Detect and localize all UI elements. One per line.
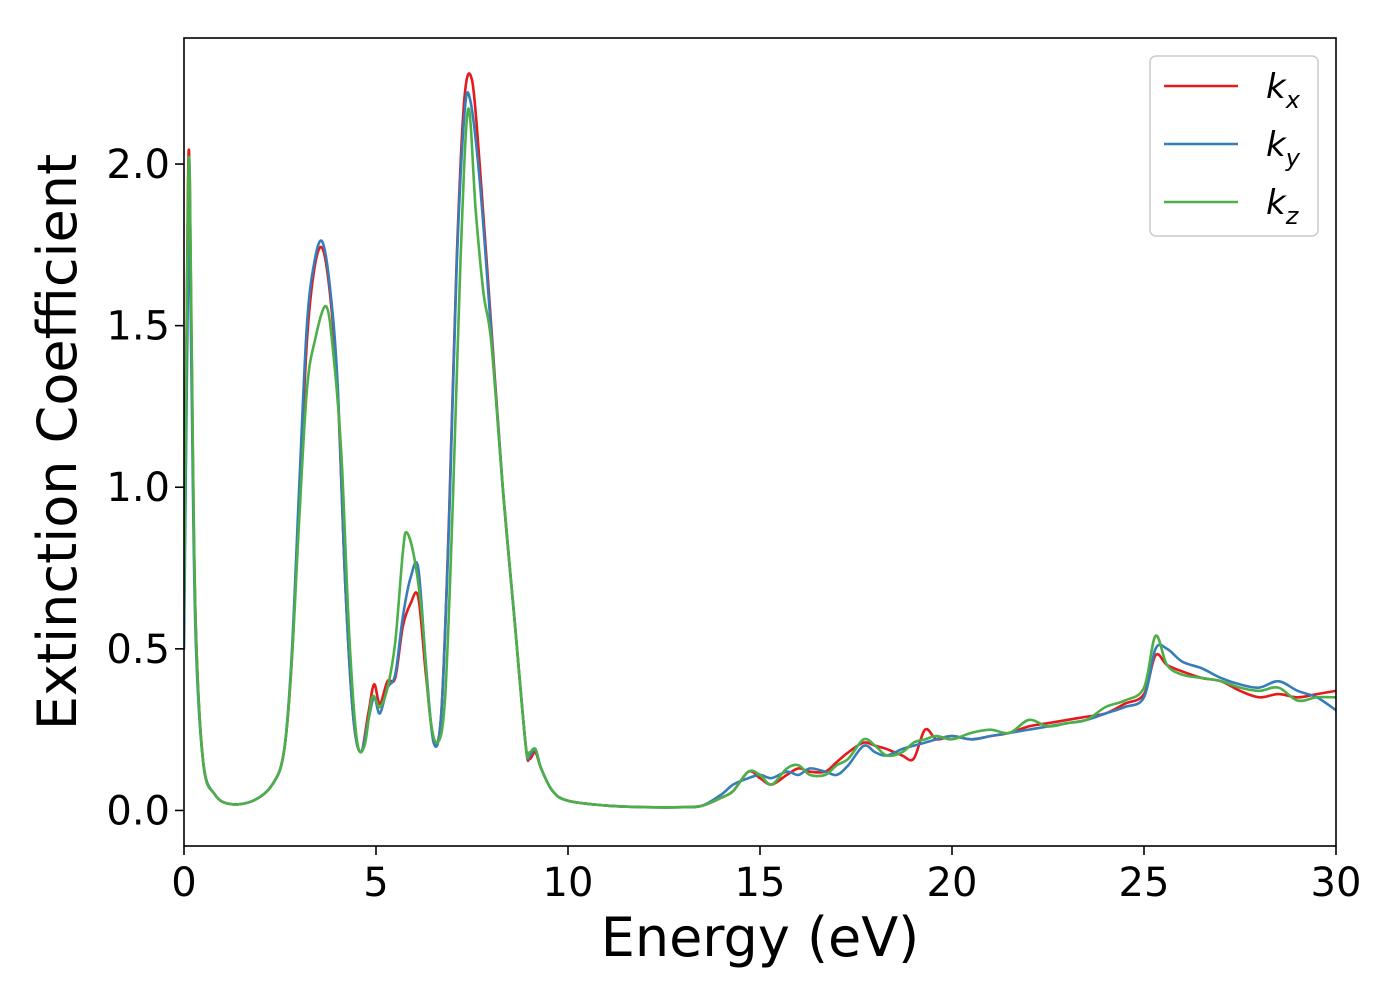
y-tick-label: 1.0 <box>106 465 170 511</box>
y-tick-label: 0.5 <box>106 627 170 673</box>
x-tick-label: 0 <box>171 860 196 906</box>
x-tick-label: 30 <box>1311 860 1362 906</box>
x-tick-label: 25 <box>1119 860 1170 906</box>
legend-label-ky: ky <box>1266 125 1301 172</box>
x-tick-label: 5 <box>363 860 388 906</box>
y-tick-label: 1.5 <box>106 304 170 350</box>
y-tick-label: 0.0 <box>106 788 170 834</box>
y-tick-label: 2.0 <box>106 142 170 188</box>
y-axis-label: Extinction Coefficient <box>26 154 89 730</box>
x-ticks: 0 5 10 15 20 25 30 <box>171 846 1361 906</box>
x-tick-label: 20 <box>927 860 978 906</box>
legend-box <box>1149 55 1319 237</box>
series-line-kz <box>184 107 1336 809</box>
y-ticks: 0.0 0.5 1.0 1.5 2.0 <box>106 142 184 834</box>
legend-label-kx: kx <box>1266 67 1301 114</box>
series-layer <box>184 72 1336 809</box>
x-tick-label: 15 <box>735 860 786 906</box>
x-tick-label: 10 <box>543 860 594 906</box>
x-axis-label: Energy (eV) <box>601 906 920 969</box>
